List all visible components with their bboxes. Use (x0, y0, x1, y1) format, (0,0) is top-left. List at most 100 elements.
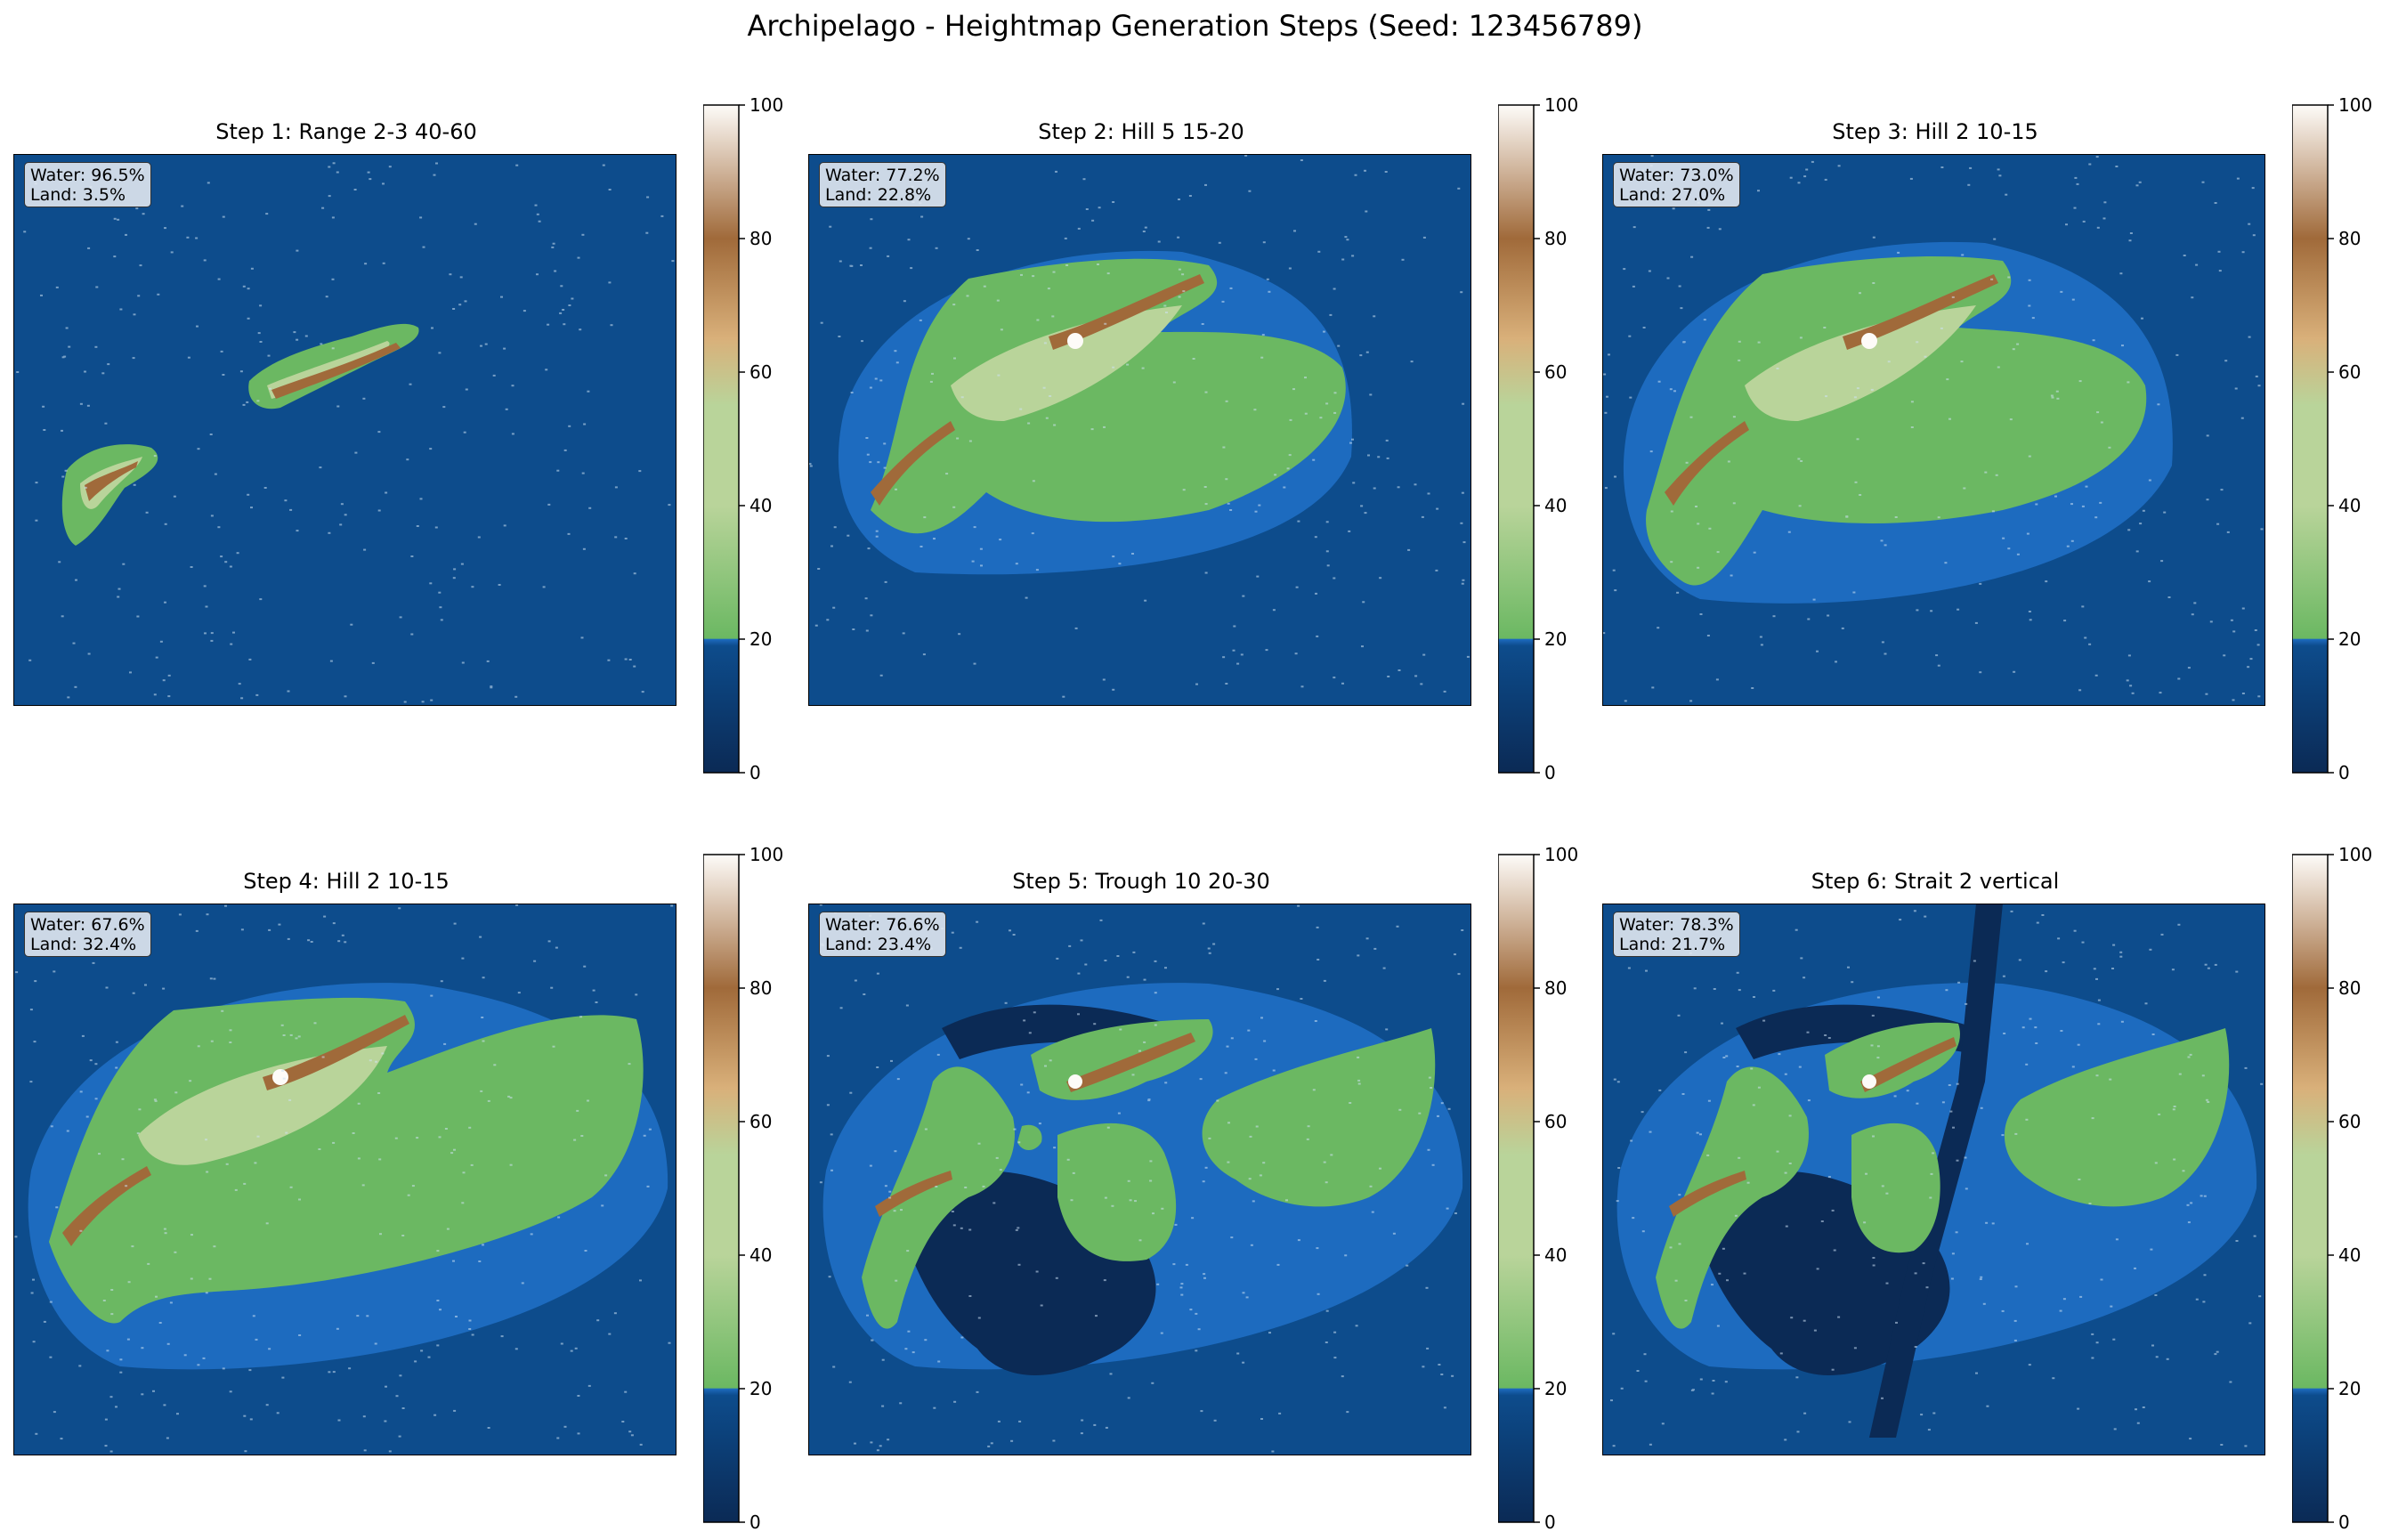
colorbar-tick-label: 0 (1544, 1512, 1556, 1533)
colorbar-svg: 0 20 40 60 80 100 (2292, 846, 2372, 1533)
stats-box: Water: 73.0% Land: 27.0% (1613, 162, 1740, 207)
stats-box: Water: 78.3% Land: 21.7% (1613, 912, 1740, 957)
panel-title: Step 2: Hill 5 15-20 (1038, 119, 1244, 144)
panel-step-6: Step 6: Strait 2 vertical Water: 78.3% L… (1602, 837, 2390, 1533)
colorbar-svg: 0 20 40 60 80 100 (1498, 96, 1578, 783)
colorbar-tick-label: 40 (1544, 495, 1567, 516)
colorbar-tick-label: 40 (2338, 495, 2361, 516)
mountain-chains (871, 274, 1204, 506)
colorbar-tick-label: 100 (1544, 846, 1578, 865)
water-percent-label: Water: 77.2% (825, 166, 940, 185)
colorbar-svg: 0 20 40 60 80 100 (2292, 96, 2372, 783)
colorbar-gradient (1498, 104, 1535, 774)
water-percent-label: Water: 67.6% (30, 915, 145, 935)
colorbar-tick-label: 100 (749, 96, 783, 116)
heightmap-plot (1602, 154, 2265, 706)
peak-marker (1068, 1074, 1082, 1089)
colorbar-tick-label: 20 (1544, 628, 1567, 650)
colorbar-tick-label: 60 (1544, 361, 1567, 383)
colorbar-tick-label: 20 (749, 628, 772, 650)
colorbar-tick-label: 100 (1544, 96, 1578, 116)
peak-marker (1067, 333, 1083, 349)
mountain-chains (1669, 1037, 1957, 1217)
stats-box: Water: 67.6% Land: 32.4% (24, 912, 151, 957)
land-mass (871, 258, 1346, 534)
land-mass (1646, 256, 2147, 586)
noise-speckles (819, 904, 1464, 1453)
colorbar-gradient (2292, 104, 2329, 774)
peak-marker (1861, 333, 1877, 349)
colorbar-tick-label: 0 (749, 1512, 761, 1533)
peak-marker (1862, 1074, 1876, 1089)
deep-trough (1736, 1004, 1976, 1059)
land-percent-label: Land: 32.4% (30, 935, 137, 954)
colorbar-tick-label: 60 (2338, 1111, 2361, 1132)
colorbar-tick-label: 20 (1544, 1378, 1567, 1399)
colorbar-tick-label: 20 (749, 1378, 772, 1399)
land-percent-label: Land: 21.7% (1619, 935, 1726, 954)
panel-title: Step 5: Trough 10 20-30 (1012, 869, 1270, 894)
colorbar-tick-label: 100 (2338, 846, 2372, 865)
colorbar-tick-label: 20 (2338, 628, 2361, 650)
colorbar-gradient (2292, 854, 2329, 1523)
colorbar-tick-label: 80 (2338, 228, 2361, 249)
colorbar-gradient (1498, 854, 1535, 1523)
colorbar-tick-label: 40 (749, 495, 772, 516)
colorbar: 0 20 40 60 80 100 (703, 846, 783, 1533)
colorbar-svg: 0 20 40 60 80 100 (703, 96, 783, 783)
colorbar: 0 20 40 60 80 100 (703, 96, 783, 783)
colorbar: 0 20 40 60 80 100 (2292, 96, 2372, 783)
colorbar-tick-label: 0 (1544, 762, 1556, 783)
water-percent-label: Water: 76.6% (825, 915, 940, 935)
heightmap-plot (13, 154, 676, 706)
panel-step-5: Step 5: Trough 10 20-30 Water: 76.6% Lan… (808, 837, 1600, 1533)
colorbar: 0 20 40 60 80 100 (1498, 846, 1578, 1533)
water-percent-label: Water: 78.3% (1619, 915, 1734, 935)
colorbar: 0 20 40 60 80 100 (1498, 96, 1578, 783)
land-percent-label: Land: 22.8% (825, 185, 932, 205)
mountain-chains (85, 343, 401, 501)
colorbar-svg: 0 20 40 60 80 100 (703, 846, 783, 1533)
colorbar-tick-label: 100 (749, 846, 783, 865)
panel-title: Step 3: Hill 2 10-15 (1832, 119, 2038, 144)
land-percent-label: Land: 3.5% (30, 185, 126, 205)
panel-step-3: Step 3: Hill 2 10-15 Water: 73.0% Land: … (1602, 87, 2390, 783)
colorbar-tick-label: 80 (1544, 977, 1567, 999)
noise-speckles (1602, 155, 2264, 702)
land-mass (49, 997, 644, 1324)
stats-box: Water: 76.6% Land: 23.4% (819, 912, 946, 957)
stats-box: Water: 77.2% Land: 22.8% (819, 162, 946, 207)
panel-title: Step 6: Strait 2 vertical (1811, 869, 2060, 894)
panel-title: Step 1: Range 2-3 40-60 (215, 119, 477, 144)
colorbar-tick-label: 80 (749, 977, 772, 999)
colorbar-tick-label: 60 (1544, 1111, 1567, 1132)
colorbar-tick-label: 60 (749, 361, 772, 383)
colorbar-tick-label: 60 (749, 1111, 772, 1132)
colorbar-tick-label: 0 (2338, 1512, 2350, 1533)
colorbar-gradient (703, 104, 740, 774)
stats-box: Water: 96.5% Land: 3.5% (24, 162, 151, 207)
colorbar-tick-label: 100 (2338, 96, 2372, 116)
colorbar-tick-label: 60 (2338, 361, 2361, 383)
panel-step-4: Step 4: Hill 2 10-15 Water: 67.6% Land: … (13, 837, 806, 1533)
colorbar-tick-label: 20 (2338, 1378, 2361, 1399)
heightmap-plot (808, 154, 1471, 706)
colorbar-svg: 0 20 40 60 80 100 (1498, 846, 1578, 1533)
heightmap-plot (13, 904, 676, 1455)
noise-speckles (1610, 910, 2264, 1447)
mountain-chains (62, 1015, 409, 1246)
figure-title: Archipelago - Heightmap Generation Steps… (747, 9, 1643, 43)
land-percent-label: Land: 23.4% (825, 935, 932, 954)
land-islands (1656, 1022, 2230, 1329)
ocean-background (13, 154, 676, 706)
panel-step-2: Step 2: Hill 5 15-20 Water: 77.2% Land: … (808, 87, 1600, 783)
colorbar: 0 20 40 60 80 100 (2292, 846, 2372, 1533)
water-percent-label: Water: 73.0% (1619, 166, 1734, 185)
deep-trough (942, 1004, 1182, 1059)
colorbar-tick-label: 0 (2338, 762, 2350, 783)
heightmap-plot (1602, 904, 2265, 1455)
colorbar-gradient (703, 854, 740, 1523)
peak-marker (272, 1069, 288, 1085)
water-percent-label: Water: 96.5% (30, 166, 145, 185)
colorbar-tick-label: 0 (749, 762, 761, 783)
